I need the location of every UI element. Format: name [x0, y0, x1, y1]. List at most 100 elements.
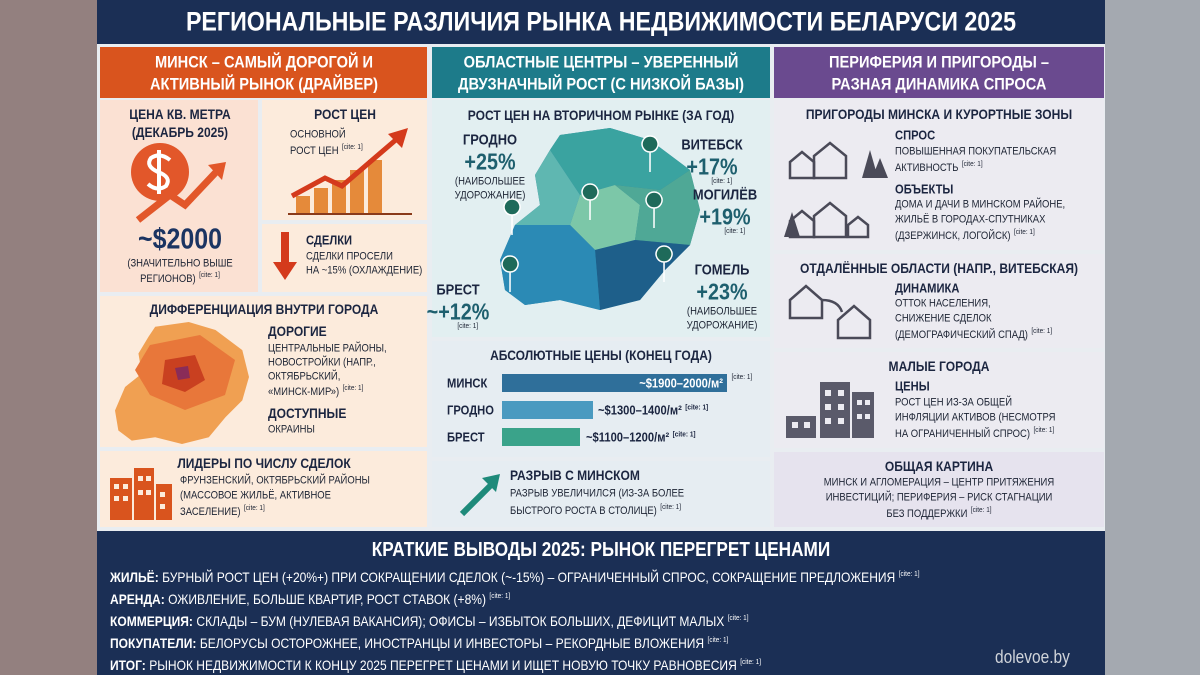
section-header: ОБЛАСТНЫЕ ЦЕНТРЫ – УВЕРЕННЫЙ: [463, 52, 739, 72]
title-bar: [97, 0, 1105, 44]
text: РЕГИОНОВ): [140, 272, 196, 285]
text: СДЕЛКИ: [306, 232, 353, 248]
label: АРЕНДА:: [110, 591, 165, 607]
text: СКЛАДЫ – БУМ (НУЛЕВАЯ ВАКАНСИЯ); ОФИСЫ –…: [196, 613, 725, 629]
label: КОММЕРЦИЯ:: [110, 613, 193, 629]
arrow: [135, 167, 221, 223]
text: [cite: 1]: [454, 322, 478, 336]
text: БЫСТРОГО РОСТА В СТОЛИЦЕ) [cite: 1]: [510, 503, 681, 517]
card: [774, 452, 1104, 527]
text: ИНВЕСТИЦИЙ; ПЕРИФЕРИЯ – РИСК СТАГНАЦИИ: [825, 491, 1053, 504]
summary-item: КОММЕРЦИЯ: СКЛАДЫ – БУМ (НУЛЕВАЯ ВАКАНСИЯ…: [110, 614, 749, 628]
price: ~$1100–1200/м² [cite: 1]: [586, 429, 696, 445]
section-header: МИНСК – САМЫЙ ДОРОГОЙ И: [154, 52, 374, 72]
citation: [cite: 1]: [341, 142, 363, 152]
text: (НАИБОЛЬШЕЕ: [686, 305, 758, 318]
text: ЦЕНА КВ. МЕТРА: [129, 106, 231, 122]
card: [262, 224, 427, 292]
text: БУРНЫЙ РОСТ ЦЕН (+20%+) ПРИ СОКРАЩЕНИИ С…: [162, 569, 896, 585]
text: ДИНАМИКА: [895, 280, 960, 296]
text: СДЕЛКИ ПРОСЕЛИ: [306, 250, 393, 263]
text: ПРИГОРОДЫ МИНСКА И КУРОРТНЫЕ ЗОНЫ: [805, 106, 1073, 122]
city-change: ~+12%: [426, 298, 490, 325]
text: НА ОГРАНИЧЕННЫЙ СПРОС): [895, 427, 1031, 440]
text: ДОСТУПНЫЕ: [268, 405, 347, 421]
label: ПОКУПАТЕЛИ:: [110, 635, 197, 651]
text: ОКТЯБРЬСКИЙ,: [268, 370, 341, 383]
citation: [cite: 1]: [489, 591, 511, 601]
text: БЕЗ ПОДДЕРЖКИ [cite: 1]: [886, 506, 991, 520]
text: СНИЖЕНИЕ СДЕЛОК: [895, 312, 992, 325]
arrow-head: [208, 162, 226, 180]
text: БЕЛОРУСЫ ОСТОРОЖНЕЕ, ИНОСТРАНЦЫ И ИНВЕСТ…: [199, 635, 705, 651]
citation: [cite: 1]: [1031, 326, 1053, 336]
trees: [784, 150, 888, 237]
citation: [cite: 1]: [724, 226, 746, 236]
text: БЫСТРОГО РОСТА В СТОЛИЦЕ): [510, 504, 657, 517]
region-brest: [500, 225, 600, 310]
citation: [cite: 1]: [961, 159, 983, 169]
text: НА ОГРАНИЧЕННЫЙ СПРОС) [cite: 1]: [895, 426, 1054, 440]
arrow: [459, 481, 495, 517]
page-title: РЕГИОНАЛЬНЫЕ РАЗЛИЧИЯ РЫНКА НЕДВИЖИМОСТИ…: [185, 6, 1017, 37]
citation: [cite: 1]: [457, 321, 479, 331]
text: (ДЗЕРЖИНСК, ЛОГОЙСК): [895, 229, 1011, 242]
citation: [cite: 1]: [731, 372, 753, 382]
text: (ДЗЕРЖИНСК, ЛОГОЙСК) [cite: 1]: [895, 228, 1035, 242]
text: НОВОСТРОЙКИ (НАПР.,: [268, 356, 376, 369]
arrow: [290, 136, 400, 199]
header-periphery: [774, 47, 1104, 98]
text: ФРУНЗЕНСКИЙ, ОКТЯБРЬСКИЙ РАЙОНЫ: [180, 474, 370, 487]
region-minsk: [570, 185, 640, 250]
section-header: ДВУЗНАЧНЫЙ РОСТ (С НИЗКОЙ БАЗЫ): [458, 74, 744, 94]
city-change: +17%: [686, 153, 738, 180]
city-name: ГРОДНО: [447, 402, 494, 418]
text: ИНФЛЯЦИИ АКТИВОВ (НЕСМОТРЯ: [895, 411, 1056, 424]
city-name: ВИТЕБСК: [681, 136, 743, 154]
card: [100, 451, 427, 527]
text: [cite: 1]: [721, 227, 745, 241]
summary-item: ПОКУПАТЕЛИ: БЕЛОРУСЫ ОСТОРОЖНЕЕ, ИНОСТРАН…: [110, 636, 728, 650]
windows: [792, 390, 870, 428]
text: АКТИВНОСТЬ: [895, 161, 959, 174]
map-center: [175, 366, 190, 380]
text: (НАИБОЛЬШЕЕ: [454, 175, 526, 188]
price: ~$1300–1400/м² [cite: 1]: [598, 403, 708, 417]
text: РЫНОК НЕДВИЖИМОСТИ К КОНЦУ 2025 ПЕРЕГРЕТ…: [149, 657, 737, 673]
text: «МИНСК-МИР») [cite: 1]: [268, 384, 363, 398]
text: АКТИВНОСТЬ [cite: 1]: [895, 160, 983, 174]
text: РОСТ ЦЕН: [290, 144, 339, 157]
text: СПРОС: [895, 127, 936, 143]
text: РОСТ ЦЕН ИЗ-ЗА ОБЩЕЙ: [895, 396, 1013, 409]
city-change: +23%: [696, 278, 748, 305]
city-name: МИНСК: [447, 375, 488, 391]
citation: [cite: 1]: [342, 383, 364, 393]
price-bar: [502, 401, 593, 419]
text: ПОВЫШЕННАЯ ПОКУПАТЕЛЬСКАЯ: [895, 145, 1057, 158]
price-value: ~$2000: [138, 223, 222, 256]
map-pins: [501, 135, 673, 293]
text: РОСТ ЦЕН: [314, 106, 376, 122]
summary-item: ИТОГ: РЫНОК НЕДВИЖИМОСТИ К КОНЦУ 2025 ПЕР…: [110, 658, 761, 672]
summary-item: ЖИЛЬЁ: БУРНЫЙ РОСТ ЦЕН (+20%+) ПРИ СОКРАЩ…: [110, 570, 920, 584]
citation: [cite: 1]: [1014, 227, 1035, 237]
price: ~$1900–2000/м²: [639, 375, 723, 391]
citation: [cite: 1]: [711, 176, 733, 186]
label: ИТОГ:: [110, 657, 146, 673]
text: УДОРОЖАНИЕ): [686, 319, 758, 332]
text: [cite: 1]: [728, 373, 752, 387]
text: ОСНОВНОЙ: [290, 128, 346, 141]
citation: [cite: 1]: [707, 635, 729, 645]
text: РЕГИОНОВ) [cite: 1]: [140, 271, 220, 285]
text: (ЗНАЧИТЕЛЬНО ВЫШЕ: [127, 257, 233, 270]
text: РОСТ ЦЕН [cite: 1]: [290, 143, 363, 157]
text: ОБЩАЯ КАРТИНА: [884, 458, 994, 474]
text: ЦЕНЫ: [895, 378, 930, 394]
citation: [cite: 1]: [970, 505, 992, 515]
text: ОТТОК НАСЕЛЕНИЯ,: [895, 297, 991, 310]
citation: [cite: 1]: [672, 429, 696, 439]
text: ~$1100–1200/м²: [586, 429, 670, 445]
windows: [114, 476, 165, 509]
